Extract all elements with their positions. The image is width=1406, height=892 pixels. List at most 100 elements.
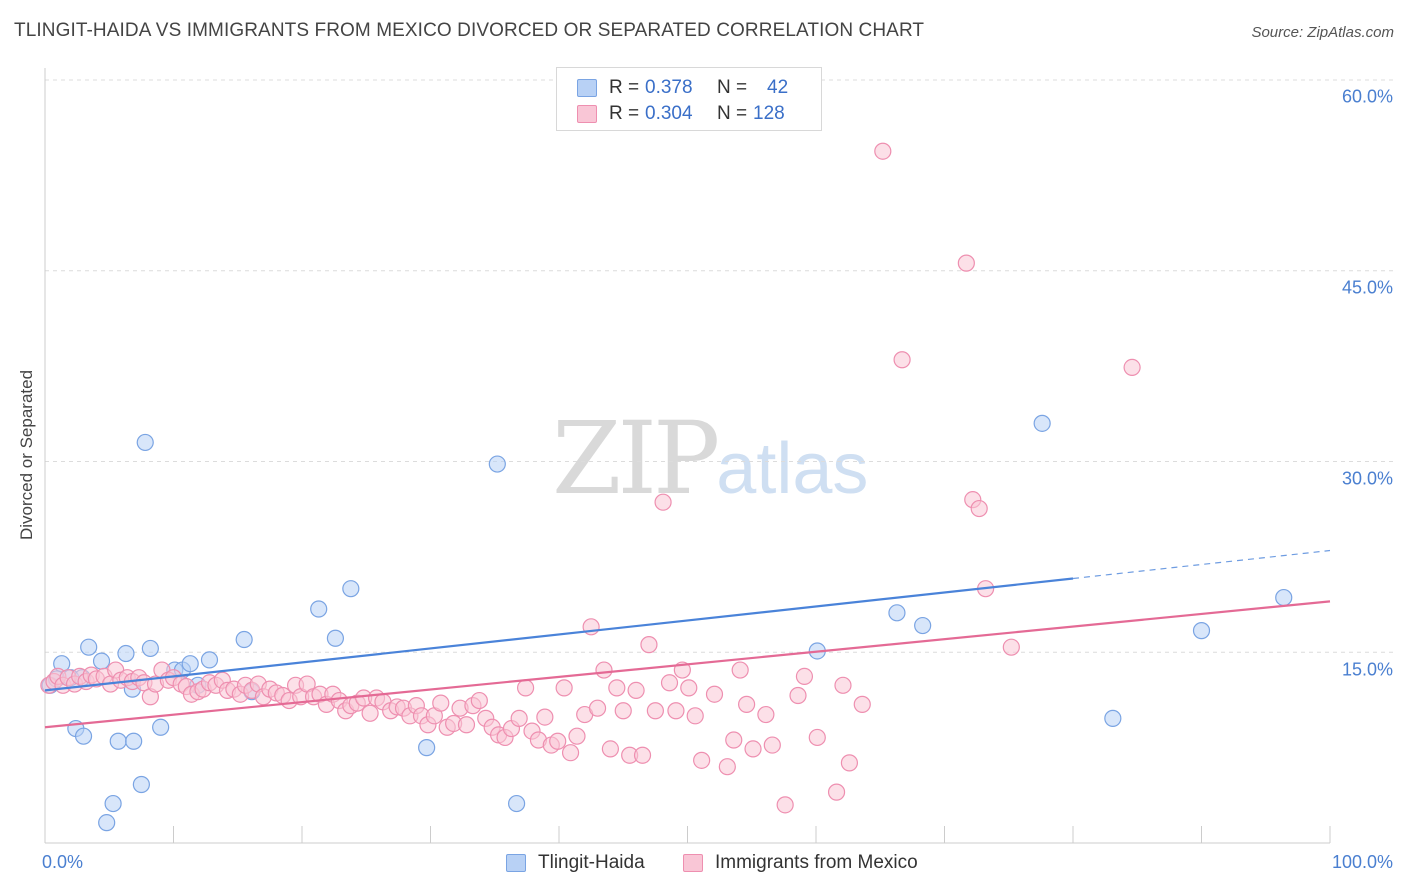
immigrants-mexico-point [660, 674, 679, 692]
immigrants-mexico-point [568, 727, 586, 745]
immigrants-mexico-trend-line [44, 600, 1331, 729]
immigrants-mexico-point [646, 702, 664, 720]
immigrants-mexico-point [510, 709, 528, 727]
legend-n-value: 128 [753, 103, 785, 124]
tlingit-haida-point [125, 732, 143, 750]
x-tick-label-0: 0.0% [42, 852, 84, 872]
immigrants-mexico-point [608, 679, 626, 697]
legend-r-label: R = [609, 103, 640, 124]
immigrants-mexico-point [763, 736, 781, 754]
legend-r-value: 0.378 [645, 77, 693, 98]
y-tick-label-60: 60.0% [1341, 86, 1393, 107]
immigrants-mexico-point [555, 679, 573, 697]
y-axis-label: Divorced or Separated [17, 369, 36, 541]
immigrants-mexico-point [776, 796, 794, 814]
immigrants-mexico-point [795, 667, 814, 686]
tlingit-haida-point [1033, 414, 1051, 432]
legend-row-immigrants-mexico: R = 0.304 N = 128 [577, 102, 785, 126]
tlingit-haida-point [326, 629, 345, 647]
legend-item-tlingit-haida[interactable]: Tlingit-Haida [506, 852, 645, 874]
source-label: Source: ZipAtlas.com [1251, 24, 1394, 41]
tlingit-haida-point [488, 455, 506, 473]
legend-item-label: Immigrants from Mexico [715, 852, 918, 873]
immigrants-mexico-point [718, 758, 736, 776]
legend-item-label: Tlingit-Haida [538, 852, 645, 873]
immigrants-mexico-point [470, 691, 488, 710]
immigrants-mexico-point [827, 783, 846, 801]
immigrants-mexico-point [549, 732, 567, 750]
immigrants-mexico-point [853, 695, 871, 713]
immigrants-mexico-point [731, 661, 749, 679]
tlingit-haida-point [181, 655, 199, 673]
tlingit-haida-point [104, 794, 122, 813]
immigrants-mexico-point [654, 493, 672, 511]
tlingit-haida-point [418, 739, 436, 757]
tlingit-haida-point [1192, 622, 1211, 640]
immigrants-mexico-point [834, 676, 852, 694]
immigrants-mexico-point [361, 704, 379, 722]
immigrants-mexico-point [893, 351, 911, 369]
tlingit-haida-point [914, 616, 932, 635]
legend-item-immigrants-mexico[interactable]: Immigrants from Mexico [683, 852, 918, 874]
tlingit-haida-point [235, 630, 253, 649]
tlingit-haida-point [342, 580, 360, 598]
legend-n-value: 42 [767, 77, 789, 98]
immigrants-mexico-point [744, 740, 762, 758]
tlingit-haida-point [507, 794, 526, 813]
immigrants-mexico-point [1002, 638, 1020, 656]
immigrants-mexico-point [667, 702, 685, 720]
immigrants-mexico-point [588, 699, 607, 717]
immigrants-mexico-point [686, 707, 704, 725]
immigrants-mexico-point [725, 731, 743, 749]
legend-r-label: R = [609, 77, 640, 98]
x-tick-label-100: 100.0% [1331, 852, 1393, 872]
immigrants-mexico-point [789, 686, 807, 705]
y-tick-label-15: 15.0% [1341, 659, 1393, 680]
immigrants-mexico-point [957, 254, 975, 272]
immigrants-mexico-point [970, 499, 988, 518]
tlingit-haida-point [132, 775, 150, 794]
legend-swatch-blue [506, 854, 526, 872]
tlingit-haida-point [74, 727, 93, 745]
immigrants-mexico-point [627, 681, 645, 700]
tlingit-haida-point [310, 600, 328, 618]
immigrants-mexico-point [614, 702, 632, 720]
immigrants-mexico-point [705, 685, 724, 703]
immigrants-mexico-point [595, 661, 613, 679]
immigrants-mexico-point [432, 694, 450, 712]
tlingit-haida-point [98, 814, 116, 832]
legend-r-value: 0.304 [645, 103, 693, 124]
immigrants-mexico-point [757, 705, 775, 724]
immigrants-mexico-point [808, 728, 826, 747]
y-tick-label-45: 45.0% [1341, 277, 1393, 298]
immigrants-mexico-point [1123, 358, 1141, 376]
tlingit-haida-point [117, 644, 135, 663]
legend-swatch-pink [683, 854, 703, 872]
immigrants-mexico-point [457, 716, 476, 734]
series-legend: Tlingit-Haida Immigrants from Mexico [0, 852, 1406, 876]
immigrants-mexico-point [874, 142, 892, 160]
chart-title: TLINGIT-HAIDA VS IMMIGRANTS FROM MEXICO … [14, 20, 925, 41]
immigrants-mexico-point [840, 754, 859, 772]
immigrants-mexico-point [561, 744, 580, 762]
immigrants-mexico-point [536, 708, 554, 726]
immigrants-mexico-point [680, 679, 698, 697]
tlingit-haida-point [1275, 588, 1293, 607]
legend-swatch-blue [577, 79, 597, 97]
immigrants-mexico-point [738, 695, 756, 713]
tlingit-haida-trend-line [44, 577, 1074, 692]
legend-n-label: N = [717, 103, 748, 124]
immigrants-mexico-point [633, 746, 652, 764]
tlingit-haida-point [109, 732, 127, 750]
immigrants-mexico-point [516, 679, 535, 697]
legend-row-tlingit-haida: R = 0.378 N = 42 [577, 76, 788, 100]
immigrants-mexico-point [640, 636, 658, 654]
immigrants-mexico-point [601, 740, 620, 758]
tlingit-haida-point [152, 718, 170, 736]
legend-swatch-pink [577, 105, 597, 123]
legend-n-label: N = [717, 77, 748, 98]
correlation-legend: R = 0.378 N = 42 R = 0.304 N = 128 [556, 67, 822, 131]
tlingit-haida-point [136, 433, 154, 452]
tlingit-haida-point [141, 639, 159, 658]
